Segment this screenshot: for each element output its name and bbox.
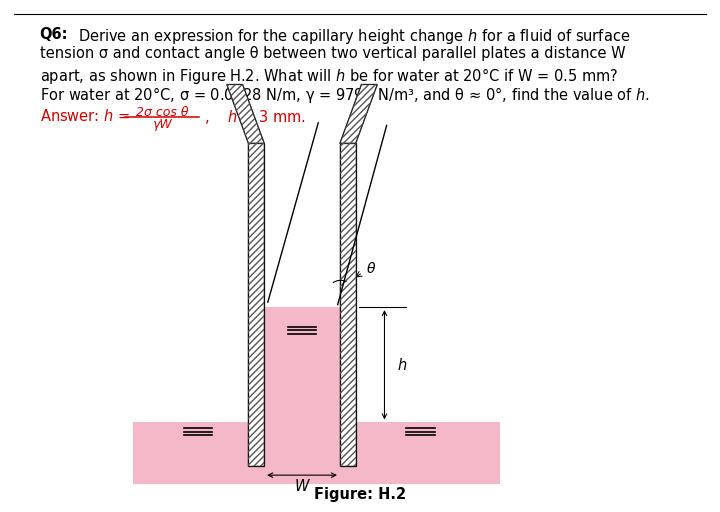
Polygon shape	[340, 84, 377, 143]
Text: Derive an expression for the capillary height change $h$ for a fluid of surface: Derive an expression for the capillary h…	[78, 27, 630, 46]
Text: tension σ and contact angle θ between two vertical parallel plates a distance W: tension σ and contact angle θ between tw…	[40, 46, 625, 61]
Bar	[248, 143, 264, 466]
Bar	[133, 422, 500, 484]
Text: Q6:: Q6:	[40, 27, 68, 41]
Bar	[248, 143, 264, 466]
Text: For water at 20°C, σ = 0.0728 N/m, γ = 9790 N/m³, and θ ≈ 0°, find the value of : For water at 20°C, σ = 0.0728 N/m, γ = 9…	[40, 85, 649, 105]
Text: θ: θ	[367, 262, 376, 276]
Bar	[133, 483, 500, 484]
Bar	[340, 143, 356, 466]
Bar	[264, 307, 340, 484]
Text: γW: γW	[152, 118, 172, 131]
Text: $h$: $h$	[397, 357, 408, 373]
Text: ,    $h$ = 3 mm.: , $h$ = 3 mm.	[204, 108, 305, 125]
Polygon shape	[227, 84, 264, 143]
Bar	[356, 422, 500, 484]
Text: 2σ cos θ: 2σ cos θ	[136, 106, 188, 119]
Bar	[340, 143, 356, 466]
Text: Answer: $h$ =: Answer: $h$ =	[40, 108, 130, 123]
Text: $W$: $W$	[294, 478, 310, 494]
Bar	[133, 422, 248, 484]
Text: apart, as shown in Figure H.2. What will $h$ be for water at 20°C if W = 0.5 mm?: apart, as shown in Figure H.2. What will…	[40, 66, 618, 86]
Text: Figure: H.2: Figure: H.2	[314, 487, 406, 502]
